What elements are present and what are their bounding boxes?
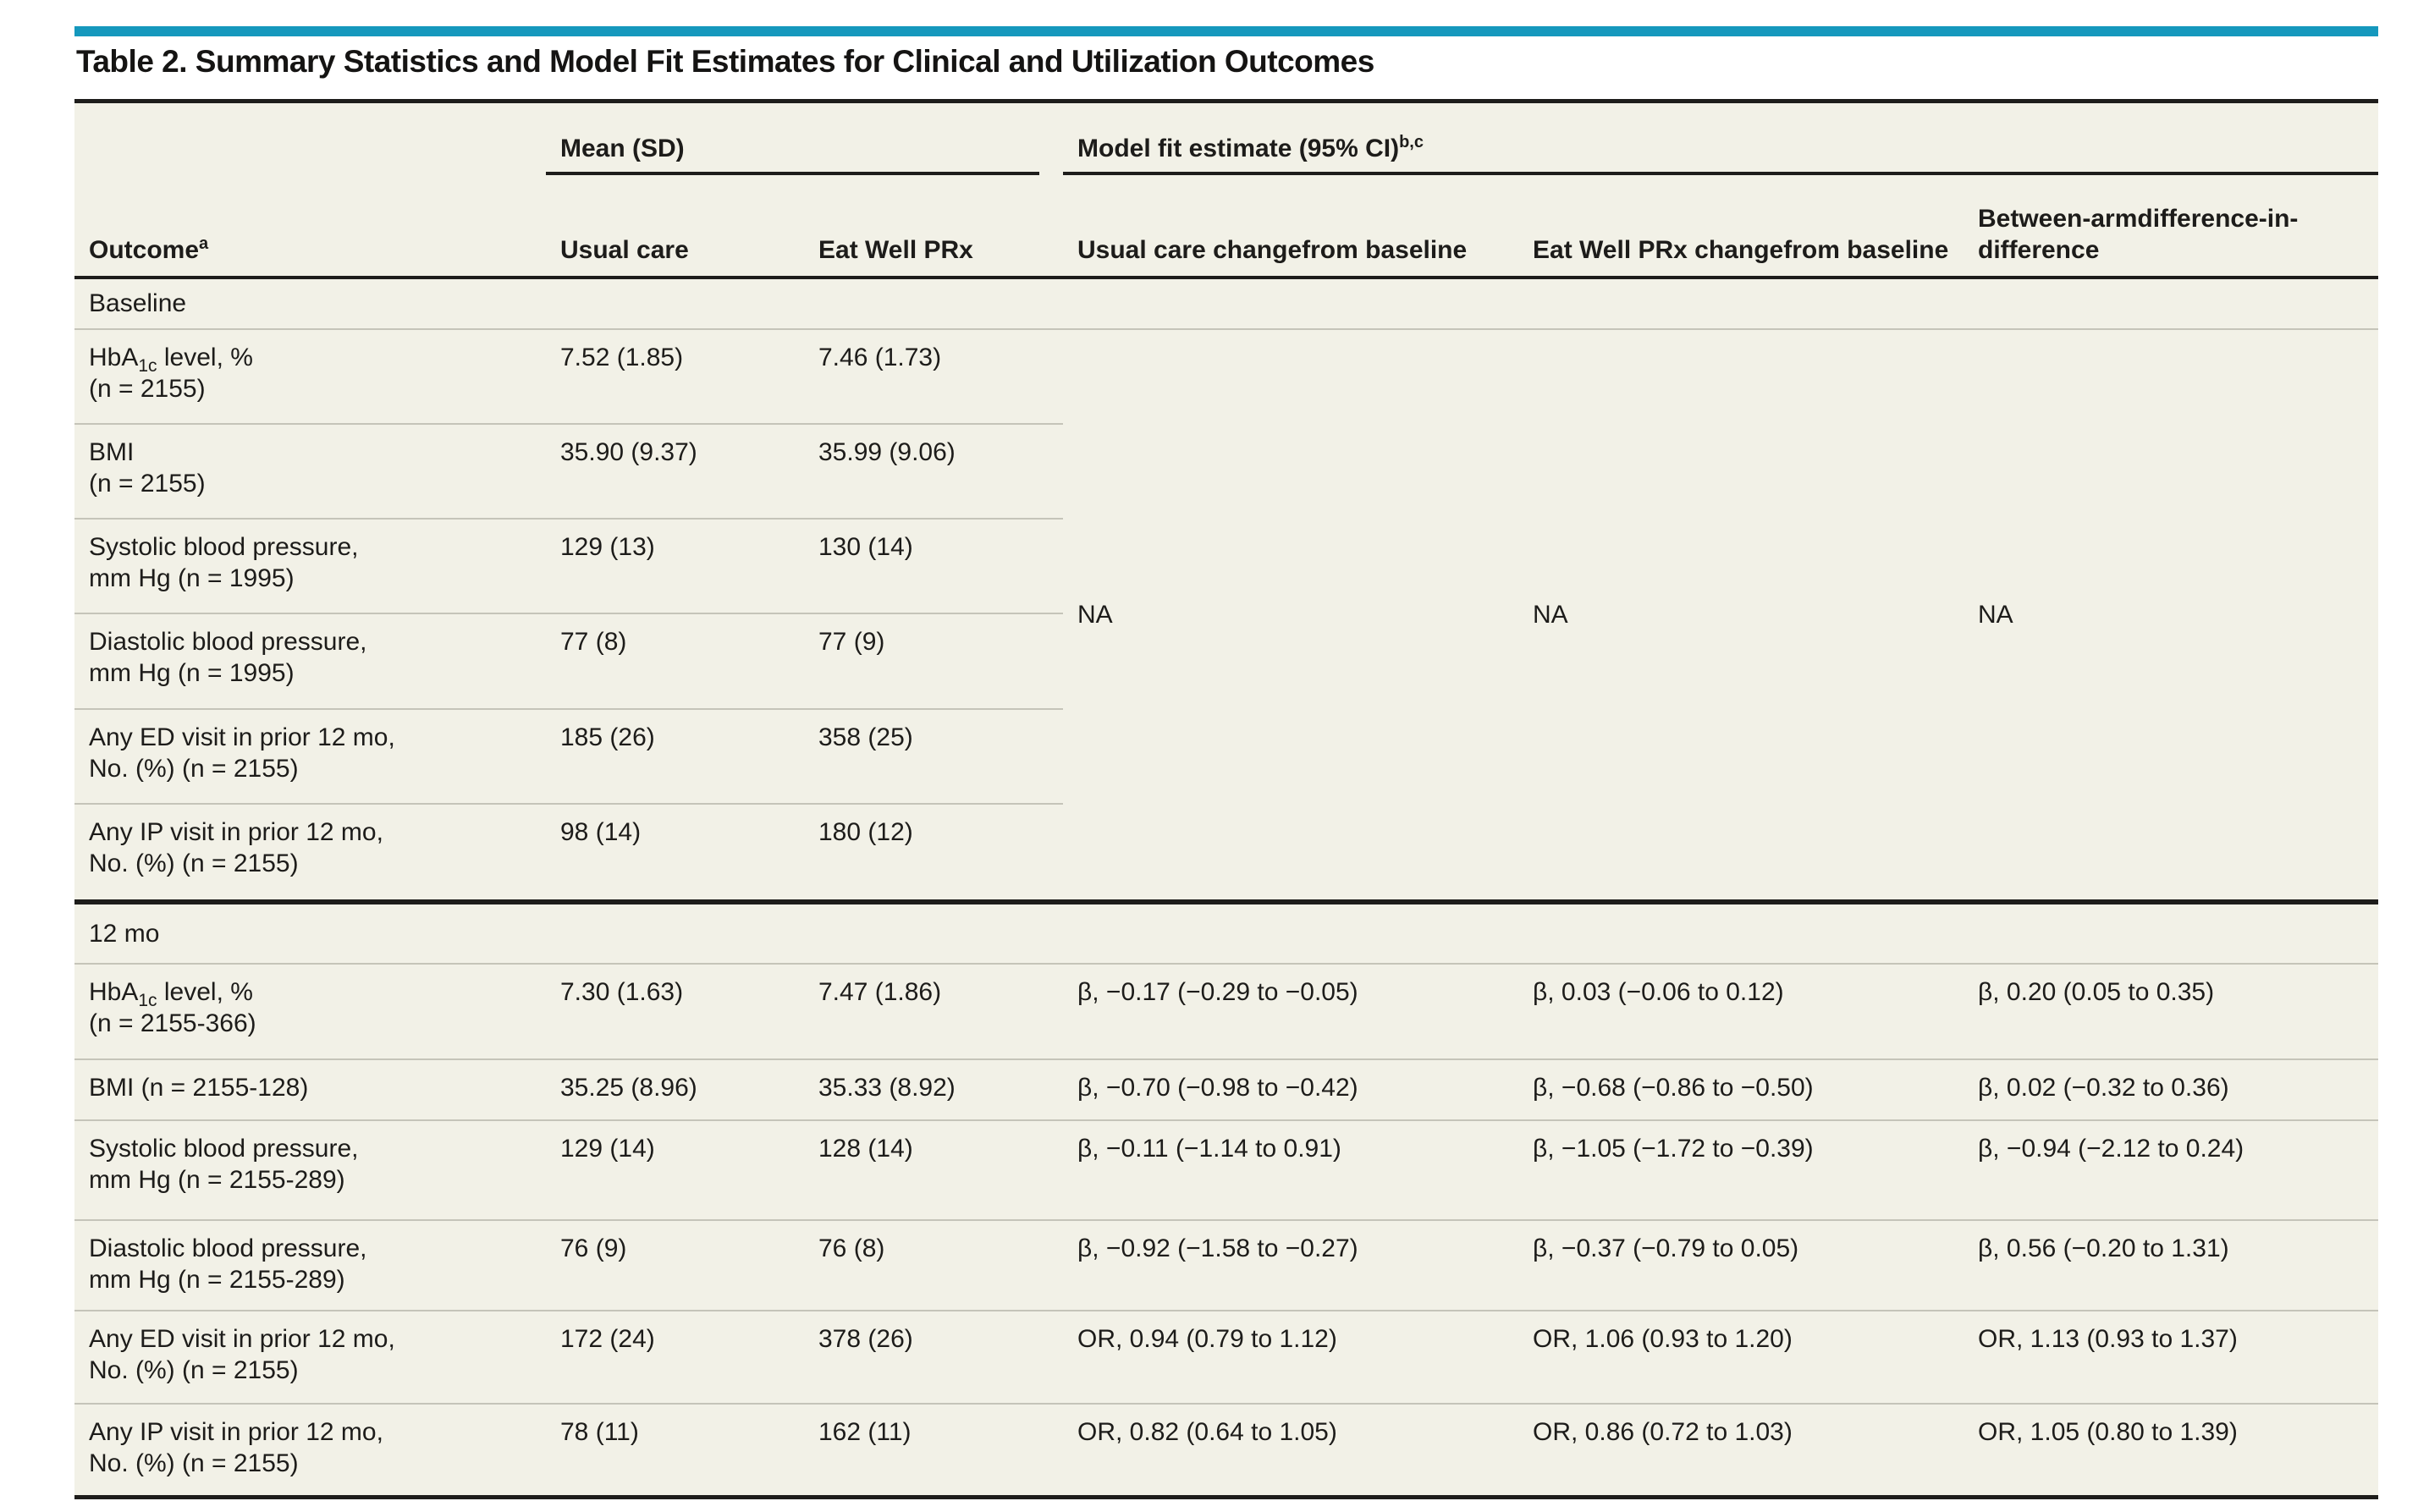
cell-usual-care: 185 (26): [560, 723, 655, 751]
outcome-label: HbA1c level, % (n = 2155-366): [89, 978, 256, 1037]
table-row: BMI (n = 2155-128) 35.25 (8.96) 35.33 (8…: [74, 1060, 2378, 1121]
summary-statistics-table: Mean (SD) Model fit estimate (95% CI)b,c…: [74, 99, 2378, 1499]
model-fit-spanner: Model fit estimate (95% CI)b,c: [1063, 103, 2378, 175]
column-header-eat-well-change: Eat Well PRx changefrom baseline: [1533, 236, 1949, 264]
table-title: Table 2. Summary Statistics and Model Fi…: [76, 44, 1374, 79]
cell-eat-well-change: β, −1.05 (−1.72 to −0.39): [1533, 1135, 1814, 1163]
cell-usual-care: 78 (11): [560, 1418, 639, 1446]
outcome-label: Any IP visit in prior 12 mo, No. (%) (n …: [89, 1418, 383, 1477]
cell-eat-well-change: β, −0.37 (−0.79 to 0.05): [1533, 1234, 1799, 1262]
outcome-label: HbA1c level, % (n = 2155): [89, 344, 253, 403]
cell-usual-care: 77 (8): [560, 628, 627, 657]
model-fit-footnote-marker: b,c: [1399, 133, 1424, 151]
baseline-model-fit-merged: NA NA NA: [1063, 330, 2378, 899]
cell-between-arm: β, 0.02 (−0.32 to 0.36): [1978, 1074, 2229, 1102]
cell-usual-care-change: β, −0.17 (−0.29 to −0.05): [1077, 978, 1358, 1006]
mean-sd-spanner: Mean (SD): [546, 103, 1039, 175]
cell-eat-well-change: OR, 1.06 (0.93 to 1.20): [1533, 1325, 1793, 1353]
cell-between-arm: OR, 1.13 (0.93 to 1.37): [1978, 1325, 2238, 1353]
cell-usual-care-change: β, −0.11 (−1.14 to 0.91): [1077, 1135, 1341, 1163]
hba1c-subscript: 1c: [138, 356, 157, 376]
table-row: Any IP visit in prior 12 mo, No. (%) (n …: [74, 805, 1063, 899]
model-fit-spanner-label: Model fit estimate (95% CI)b,c: [1077, 133, 1424, 162]
table-row: Systolic blood pressure, mm Hg (n = 1995…: [74, 520, 1063, 615]
column-header-eat-well-prx: Eat Well PRx: [818, 236, 973, 264]
cell-eat-well-prx: 130 (14): [818, 533, 913, 562]
cell-eat-well-prx: 180 (12): [818, 817, 913, 846]
outcome-label: Any ED visit in prior 12 mo, No. (%) (n …: [89, 1325, 395, 1384]
hba1c-subscript: 1c: [138, 991, 157, 1010]
cell-eat-well-prx: 35.99 (9.06): [818, 438, 956, 467]
table-row: Any IP visit in prior 12 mo, No. (%) (n …: [74, 1405, 2378, 1495]
cell-eat-well-prx: 35.33 (8.92): [818, 1074, 956, 1102]
baseline-section-body: HbA1c level, % (n = 2155) 7.52 (1.85) 7.…: [74, 330, 2378, 899]
table-row: HbA1c level, % (n = 2155) 7.52 (1.85) 7.…: [74, 330, 1063, 426]
cell-eat-well-prx: 76 (8): [818, 1234, 885, 1262]
cell-usual-care: 7.30 (1.63): [560, 978, 684, 1006]
spanner-spacer: [74, 103, 546, 175]
cell-between-arm: β, 0.20 (0.05 to 0.35): [1978, 978, 2215, 1006]
cell-usual-care-change: β, −0.92 (−1.58 to −0.27): [1077, 1234, 1358, 1262]
cell-eat-well-prx: 162 (11): [818, 1418, 912, 1446]
cell-usual-care-change: OR, 0.94 (0.79 to 1.12): [1077, 1325, 1337, 1353]
table-header: Mean (SD) Model fit estimate (95% CI)b,c…: [74, 103, 2378, 279]
cell-usual-care-change: OR, 0.82 (0.64 to 1.05): [1077, 1418, 1337, 1446]
cell-usual-care: 129 (13): [560, 533, 655, 562]
table-row: BMI (n = 2155) 35.90 (9.37) 35.99 (9.06): [74, 425, 1063, 520]
cell-eat-well-change: OR, 0.86 (0.72 to 1.03): [1533, 1418, 1793, 1446]
column-header-usual-care: Usual care: [560, 236, 689, 264]
na-eat-well-change: NA: [1533, 600, 1568, 629]
cell-usual-care: 35.90 (9.37): [560, 438, 697, 467]
outcome-label: Any IP visit in prior 12 mo, No. (%) (n …: [89, 817, 383, 877]
cell-usual-care: 7.52 (1.85): [560, 344, 684, 371]
cell-usual-care: 76 (9): [560, 1234, 627, 1262]
table-row: Diastolic blood pressure, mm Hg (n = 215…: [74, 1221, 2378, 1311]
outcome-label: Systolic blood pressure, mm Hg (n = 1995…: [89, 533, 359, 593]
cell-usual-care: 98 (14): [560, 817, 642, 846]
section-header-12-mo: 12 mo: [74, 899, 2378, 965]
table-row: Systolic blood pressure, mm Hg (n = 2155…: [74, 1121, 2378, 1221]
outcome-label: BMI (n = 2155): [89, 438, 206, 498]
cell-usual-care-change: β, −0.70 (−0.98 to −0.42): [1077, 1074, 1358, 1102]
na-usual-care-change: NA: [1077, 600, 1113, 629]
column-header-row: Outcomea Usual care Eat Well PRx Usual c…: [74, 175, 2378, 276]
section-header-baseline: Baseline: [74, 279, 2378, 330]
accent-bar: [74, 26, 2378, 36]
spanner-row: Mean (SD) Model fit estimate (95% CI)b,c: [74, 103, 2378, 175]
cell-between-arm: β, 0.56 (−0.20 to 1.31): [1978, 1234, 2229, 1262]
cell-usual-care: 172 (24): [560, 1325, 655, 1353]
outcome-label: Diastolic blood pressure, mm Hg (n = 199…: [89, 628, 367, 688]
cell-eat-well-prx: 378 (26): [818, 1325, 913, 1353]
cell-eat-well-prx: 77 (9): [818, 628, 885, 657]
spanner-gap: [1039, 103, 1063, 175]
mean-sd-spanner-label: Mean (SD): [560, 135, 685, 162]
table-row: HbA1c level, % (n = 2155-366) 7.30 (1.63…: [74, 965, 2378, 1060]
table-row: Diastolic blood pressure, mm Hg (n = 199…: [74, 614, 1063, 710]
cell-usual-care: 35.25 (8.96): [560, 1074, 697, 1102]
na-between-arm: NA: [1978, 600, 2013, 629]
cell-between-arm: OR, 1.05 (0.80 to 1.39): [1978, 1418, 2238, 1446]
outcome-label: BMI (n = 2155-128): [89, 1074, 309, 1102]
outcome-label: Any ED visit in prior 12 mo, No. (%) (n …: [89, 723, 395, 783]
outcome-label: Diastolic blood pressure, mm Hg (n = 215…: [89, 1234, 367, 1294]
column-header-usual-care-change: Usual care changefrom baseline: [1077, 236, 1468, 264]
cell-eat-well-prx: 7.46 (1.73): [818, 344, 942, 371]
cell-eat-well-change: β, −0.68 (−0.86 to −0.50): [1533, 1074, 1814, 1102]
baseline-mean-columns: HbA1c level, % (n = 2155) 7.52 (1.85) 7.…: [74, 330, 1063, 899]
cell-eat-well-prx: 358 (25): [818, 723, 913, 751]
column-header-between-arm: Between-armdifference-in-difference: [1978, 205, 2299, 264]
outcome-footnote-marker: a: [199, 234, 209, 253]
cell-eat-well-prx: 128 (14): [818, 1135, 913, 1163]
cell-eat-well-change: β, 0.03 (−0.06 to 0.12): [1533, 978, 1784, 1006]
table-row: Any ED visit in prior 12 mo, No. (%) (n …: [74, 1311, 2378, 1405]
cell-eat-well-prx: 7.47 (1.86): [818, 978, 942, 1006]
cell-usual-care: 129 (14): [560, 1135, 655, 1163]
cell-between-arm: β, −0.94 (−2.12 to 0.24): [1978, 1135, 2244, 1163]
outcome-label: Systolic blood pressure, mm Hg (n = 2155…: [89, 1135, 359, 1194]
column-header-outcome: Outcomea: [89, 234, 209, 264]
table-row: Any ED visit in prior 12 mo, No. (%) (n …: [74, 710, 1063, 805]
